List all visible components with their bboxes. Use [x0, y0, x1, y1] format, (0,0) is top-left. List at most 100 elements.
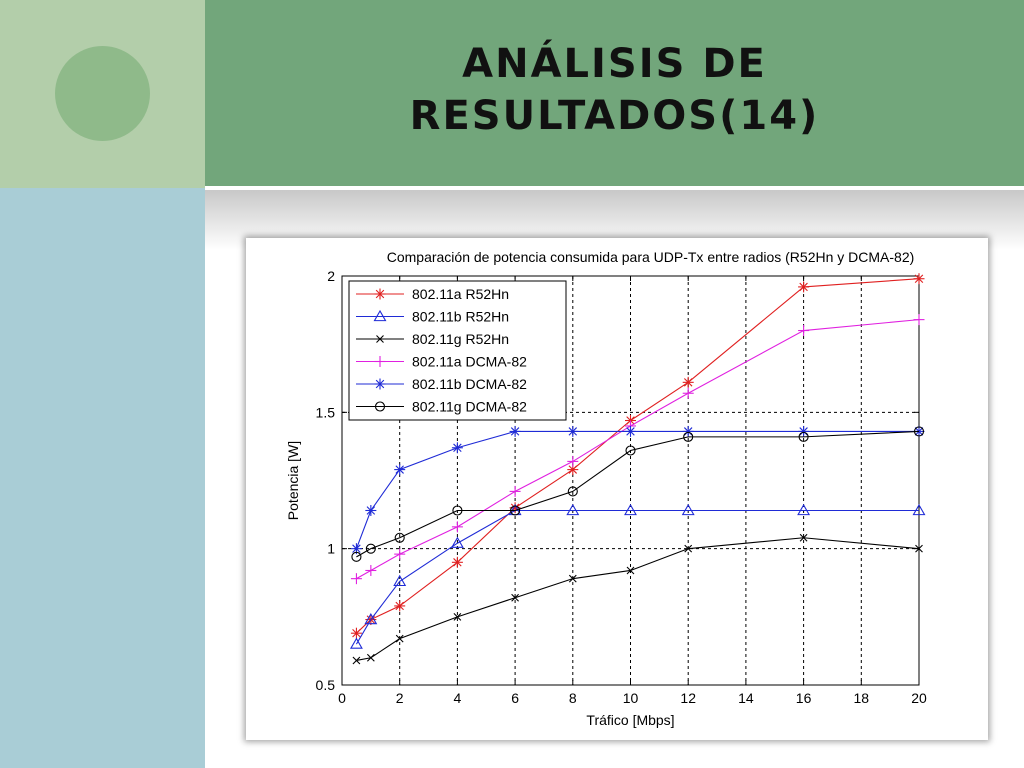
data-point-marker [682, 387, 694, 399]
data-point-marker [364, 612, 378, 625]
marker-stroke [375, 379, 385, 389]
data-point-marker [567, 486, 578, 497]
data-point-marker [799, 533, 808, 542]
marker-triangle [566, 503, 580, 516]
marker-stroke [366, 653, 375, 662]
marker-stroke [568, 574, 577, 583]
x-tick-label: 4 [454, 690, 462, 706]
data-point-marker [374, 288, 386, 300]
x-tick-label: 0 [338, 690, 346, 706]
data-point-marker [352, 656, 361, 665]
series-line [355, 509, 919, 645]
x-tick-label: 18 [854, 690, 870, 706]
data-point-marker [452, 505, 463, 516]
marker-stroke [376, 335, 384, 343]
legend-label: 802.11a DCMA-82 [412, 354, 527, 370]
data-point-marker [350, 627, 362, 639]
decorative-circle [55, 46, 150, 141]
data-point-marker [376, 335, 384, 343]
legend-label: 802.11b DCMA-82 [412, 376, 527, 392]
marker-circle [510, 505, 521, 516]
marker-stroke [684, 544, 693, 553]
data-point-marker [365, 504, 377, 516]
data-point-marker [684, 544, 693, 553]
y-axis-label: Potencia [W] [285, 441, 301, 520]
marker-stroke [568, 427, 578, 436]
legend-box [348, 280, 567, 421]
data-point-marker [374, 401, 386, 412]
data-point-marker [366, 653, 375, 662]
data-point-marker [566, 503, 580, 516]
legend-label: 802.11b R52Hn [412, 309, 509, 325]
x-tick-label: 10 [623, 690, 639, 706]
data-point-marker [374, 378, 386, 390]
marker-stroke [568, 465, 578, 474]
marker-stroke [626, 566, 635, 575]
marker-circle [567, 486, 578, 497]
slide-title-line2: RESULTADOS(14) [409, 93, 820, 139]
marker-stroke [352, 656, 361, 665]
marker-stroke [375, 289, 385, 299]
data-point-marker [798, 431, 809, 442]
y-tick-label: 1 [327, 541, 335, 557]
marker-triangle [450, 536, 464, 548]
series-line [356, 537, 920, 662]
data-point-marker [350, 573, 362, 585]
x-tick-label: 20 [911, 690, 927, 706]
marker-stroke [395, 634, 404, 643]
data-point-marker [625, 445, 636, 456]
data-point-marker [913, 273, 925, 285]
data-point-marker [568, 574, 577, 583]
data-point-marker [682, 376, 694, 388]
x-tick-label: 8 [569, 690, 577, 706]
marker-triangle [393, 574, 407, 587]
chart-title: Comparación de potencia consumida para U… [387, 249, 915, 265]
data-point-marker [509, 425, 521, 437]
x-tick-label: 16 [796, 690, 812, 706]
marker-stroke [683, 427, 693, 436]
data-point-marker [450, 536, 464, 548]
data-point-marker [567, 425, 579, 437]
marker-stroke [352, 544, 361, 553]
y-tick-label: 2 [327, 268, 335, 284]
data-point-marker [373, 309, 387, 322]
data-point-marker [394, 548, 406, 560]
marker-stroke [366, 506, 376, 515]
data-point-marker [394, 600, 406, 612]
series-line [356, 278, 920, 634]
data-point-marker [394, 532, 405, 543]
marker-triangle [349, 637, 363, 649]
header-band [205, 0, 1024, 186]
marker-stroke [683, 378, 693, 387]
data-point-marker [798, 281, 810, 293]
data-point-marker [912, 503, 926, 516]
data-point-marker [797, 503, 811, 516]
x-tick-label: 14 [738, 690, 754, 706]
data-point-marker [451, 521, 463, 533]
marker-stroke [799, 427, 808, 436]
data-point-marker [681, 503, 695, 516]
data-point-marker [394, 464, 406, 476]
marker-stroke [915, 544, 923, 553]
data-point-marker [351, 551, 362, 562]
data-point-marker [365, 564, 377, 576]
x-axis-label: Tráfico [Mbps] [586, 712, 674, 728]
data-point-marker [915, 544, 923, 553]
data-point-marker [374, 356, 386, 367]
marker-stroke [626, 427, 635, 436]
data-point-marker [683, 431, 694, 442]
legend-label: 802.11a R52Hn [412, 286, 509, 302]
marker-circle [394, 532, 405, 543]
power-chart: 0 2 4 6 8 10 12 14 16 18 20 0.5 1 1.5 2 Comparación de … [285, 249, 927, 728]
marker-circle [683, 431, 694, 442]
data-point-marker [625, 425, 636, 437]
marker-triangle [624, 503, 637, 516]
marker-circle [374, 401, 386, 412]
marker-stroke [453, 612, 462, 621]
series-line [356, 319, 920, 580]
marker-triangle [797, 503, 811, 516]
chart-figure: 0 2 4 6 8 10 12 14 16 18 20 0.5 1 1.5 2 Comparación de … [246, 238, 988, 740]
x-tick-label: 2 [396, 690, 404, 706]
data-point-marker [451, 442, 463, 454]
data-point-marker [395, 634, 404, 643]
